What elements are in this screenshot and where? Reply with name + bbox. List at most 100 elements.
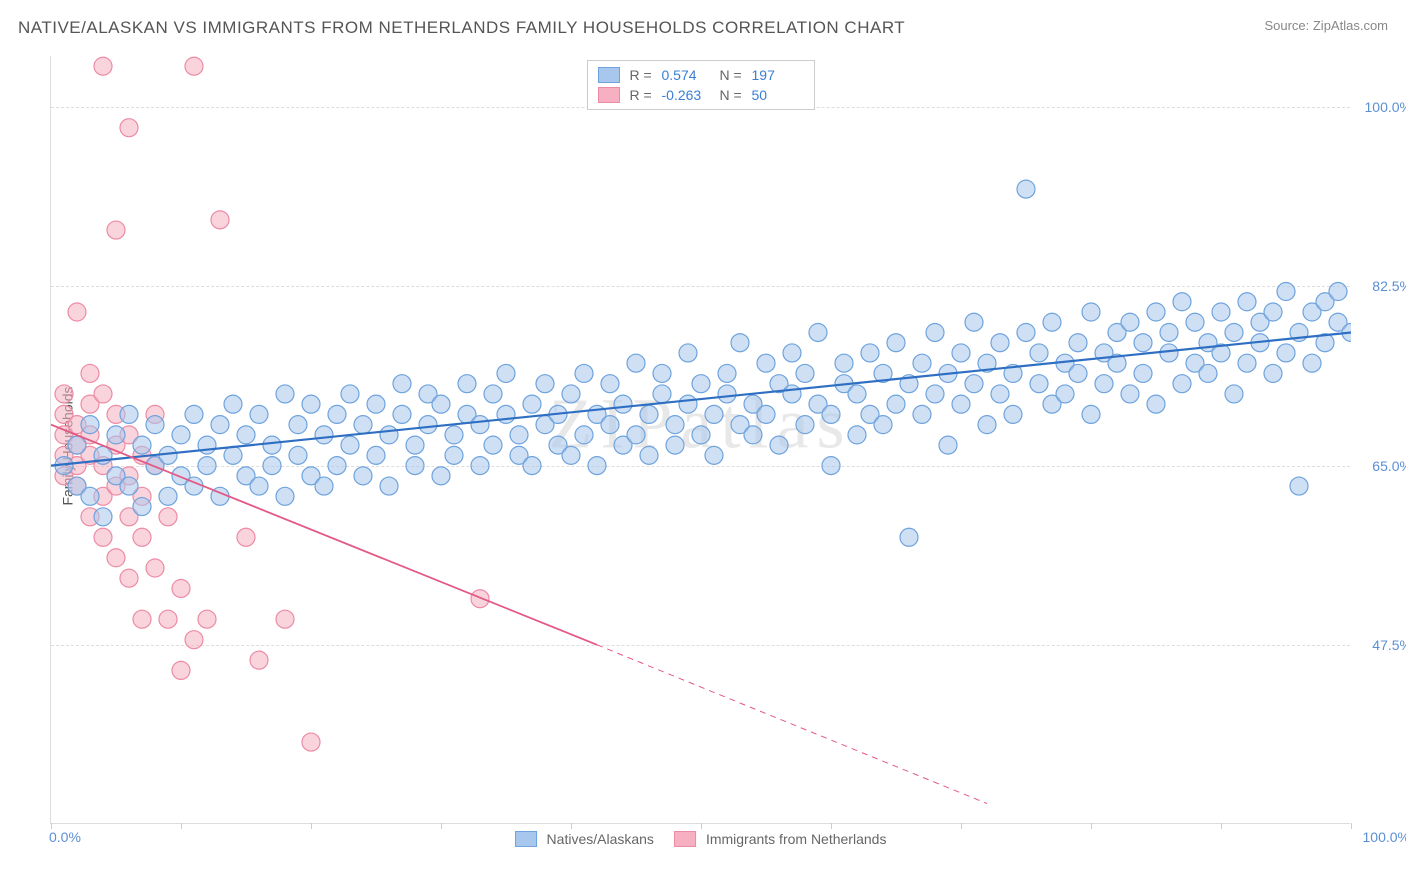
data-point xyxy=(796,364,814,382)
y-tick-label: 100.0% xyxy=(1365,99,1406,115)
data-point xyxy=(913,405,931,423)
data-point xyxy=(887,395,905,413)
data-point xyxy=(159,610,177,628)
data-point xyxy=(1069,364,1087,382)
data-point xyxy=(55,385,73,403)
legend-swatch xyxy=(598,67,620,83)
data-point xyxy=(874,416,892,434)
data-point xyxy=(510,426,528,444)
data-point xyxy=(991,334,1009,352)
data-point xyxy=(172,426,190,444)
data-point xyxy=(406,457,424,475)
data-point xyxy=(679,395,697,413)
series-legend: Natives/AlaskansImmigrants from Netherla… xyxy=(515,831,887,847)
legend-n-label: N = xyxy=(720,65,746,85)
y-tick-label: 65.0% xyxy=(1372,458,1406,474)
data-point xyxy=(198,610,216,628)
data-point xyxy=(705,446,723,464)
data-point xyxy=(276,610,294,628)
data-point xyxy=(94,528,112,546)
data-point xyxy=(757,354,775,372)
chart-source: Source: ZipAtlas.com xyxy=(1264,18,1388,33)
legend-series-label: Natives/Alaskans xyxy=(547,831,654,847)
data-point xyxy=(237,426,255,444)
data-point xyxy=(133,610,151,628)
data-point xyxy=(172,661,190,679)
scatter-chart: ZIPatlas R =0.574N =197R =-0.263N =50 Na… xyxy=(50,56,1350,824)
data-point xyxy=(250,651,268,669)
data-point xyxy=(1030,375,1048,393)
data-point xyxy=(120,569,138,587)
legend-n-value: 197 xyxy=(752,65,804,85)
data-point xyxy=(783,344,801,362)
legend-swatch xyxy=(598,87,620,103)
legend-r-value: -0.263 xyxy=(662,85,714,105)
data-point xyxy=(315,477,333,495)
data-point xyxy=(1238,293,1256,311)
data-point xyxy=(588,457,606,475)
chart-header: NATIVE/ALASKAN VS IMMIGRANTS FROM NETHER… xyxy=(18,18,1388,38)
data-point xyxy=(497,364,515,382)
data-point xyxy=(380,426,398,444)
data-point xyxy=(68,436,86,454)
data-point xyxy=(471,457,489,475)
x-tick xyxy=(1351,823,1352,829)
data-point xyxy=(1173,375,1191,393)
data-point xyxy=(1004,405,1022,423)
data-point xyxy=(1082,303,1100,321)
data-point xyxy=(640,446,658,464)
data-point xyxy=(1290,477,1308,495)
data-point xyxy=(926,385,944,403)
data-point xyxy=(354,467,372,485)
data-point xyxy=(939,436,957,454)
data-point xyxy=(367,446,385,464)
data-point xyxy=(1043,313,1061,331)
data-point xyxy=(718,364,736,382)
data-point xyxy=(458,375,476,393)
data-point xyxy=(562,446,580,464)
correlation-legend: R =0.574N =197R =-0.263N =50 xyxy=(587,60,815,110)
y-tick-label: 47.5% xyxy=(1372,637,1406,653)
data-point xyxy=(107,426,125,444)
data-point xyxy=(1238,354,1256,372)
data-point xyxy=(289,416,307,434)
data-point xyxy=(328,405,346,423)
data-point xyxy=(289,446,307,464)
data-point xyxy=(302,733,320,751)
data-point xyxy=(419,416,437,434)
data-point xyxy=(978,416,996,434)
data-point xyxy=(822,457,840,475)
data-point xyxy=(692,375,710,393)
data-point xyxy=(1212,303,1230,321)
data-point xyxy=(965,313,983,331)
data-point xyxy=(1264,303,1282,321)
data-point xyxy=(1134,364,1152,382)
data-point xyxy=(380,477,398,495)
data-point xyxy=(523,457,541,475)
data-point xyxy=(484,385,502,403)
data-point xyxy=(445,426,463,444)
data-point xyxy=(406,436,424,454)
data-point xyxy=(679,344,697,362)
data-point xyxy=(94,508,112,526)
data-point xyxy=(614,395,632,413)
data-point xyxy=(1017,323,1035,341)
data-point xyxy=(1030,344,1048,362)
data-point xyxy=(263,436,281,454)
legend-item: Natives/Alaskans xyxy=(515,831,654,847)
data-point xyxy=(822,405,840,423)
data-point xyxy=(120,477,138,495)
data-point xyxy=(900,528,918,546)
data-point xyxy=(172,579,190,597)
data-point xyxy=(770,436,788,454)
data-point xyxy=(185,631,203,649)
data-point xyxy=(692,426,710,444)
data-point xyxy=(1069,334,1087,352)
data-point xyxy=(744,426,762,444)
data-point xyxy=(185,57,203,75)
data-point xyxy=(354,416,372,434)
data-point xyxy=(81,416,99,434)
data-point xyxy=(250,477,268,495)
data-point xyxy=(575,426,593,444)
data-point xyxy=(341,436,359,454)
